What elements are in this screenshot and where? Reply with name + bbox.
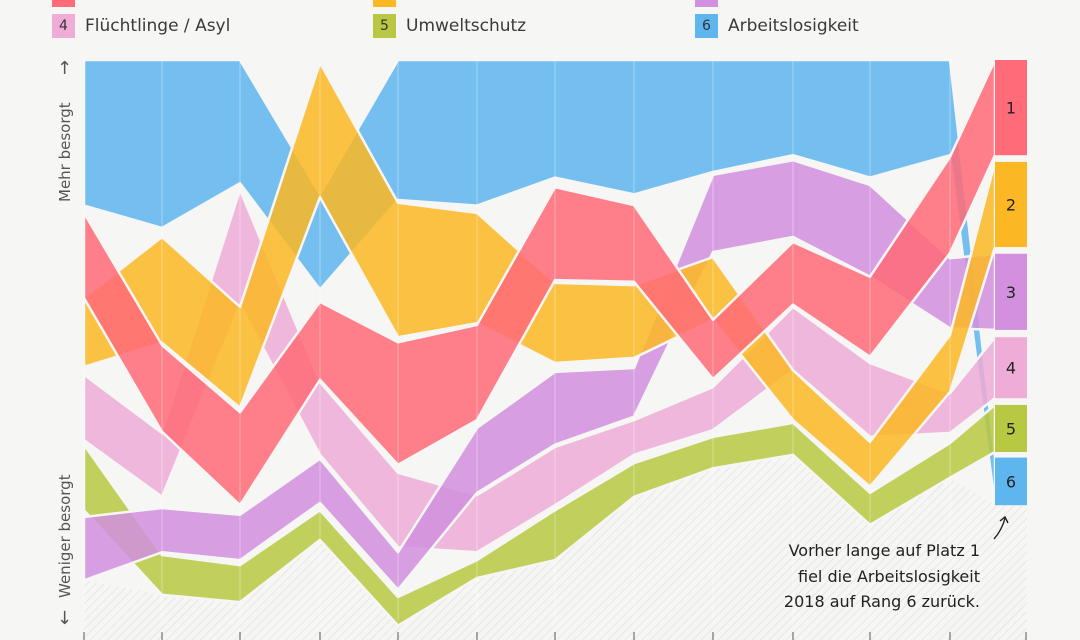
rank-box-3 [995, 253, 1027, 330]
annotation-line: fiel die Arbeitslosigkeit [798, 566, 980, 586]
rank-label: 1 [1006, 99, 1016, 118]
legend-item-5: 5 Umweltschutz [373, 14, 526, 38]
legend-item-2: 2 [373, 0, 406, 7]
legend-swatch: 4 [52, 14, 75, 38]
legend-item-1: 1 [52, 0, 85, 7]
down-arrow-icon: ↓ [57, 608, 73, 629]
annotation-arrow-icon [993, 517, 1006, 540]
band-rank-3 [82, 158, 997, 592]
legend-swatch: 5 [373, 14, 396, 38]
rank-box-2 [995, 161, 1027, 248]
rank-box-1 [995, 60, 1027, 156]
legend-label: Arbeitslosigkeit [728, 16, 859, 36]
rank-label: 4 [1006, 359, 1016, 378]
legend-swatch: 3 [695, 0, 718, 7]
rank-label: 6 [1006, 472, 1016, 491]
legend-swatch: 6 [695, 14, 718, 38]
legend-swatch: 2 [373, 0, 396, 7]
annotation-line: Vorher lange auf Platz 1 [788, 541, 980, 560]
y-axis-top-label: Mehr besorgt [56, 102, 74, 202]
legend-item-6: 6 Arbeitslosigkeit [695, 14, 859, 38]
rank-box-6 [995, 457, 1027, 506]
rank-box-5 [995, 404, 1027, 452]
legend-item-4: 4 Flüchtlinge / Asyl [52, 14, 230, 38]
hatched-baseline-area [84, 454, 1027, 640]
legend-item-3: 3 [695, 0, 728, 7]
rank-box-4 [995, 337, 1027, 399]
rank-label: 5 [1006, 419, 1016, 438]
rank-label: 2 [1006, 195, 1016, 214]
legend-label: Flüchtlinge / Asyl [85, 16, 231, 36]
legend-label: Umweltschutz [406, 16, 527, 36]
legend-swatch: 1 [52, 0, 75, 7]
annotation-line: 2018 auf Rang 6 zurück. [783, 592, 980, 611]
rank-label: 3 [1006, 283, 1016, 302]
up-arrow-icon: ↑ [57, 58, 73, 79]
annotation-arrowhead-icon [999, 515, 1009, 524]
y-axis-bottom-label: Weniger besorgt [56, 474, 74, 598]
annotation: Vorher lange auf Platz 1 fiel die Arbeit… [784, 538, 980, 615]
